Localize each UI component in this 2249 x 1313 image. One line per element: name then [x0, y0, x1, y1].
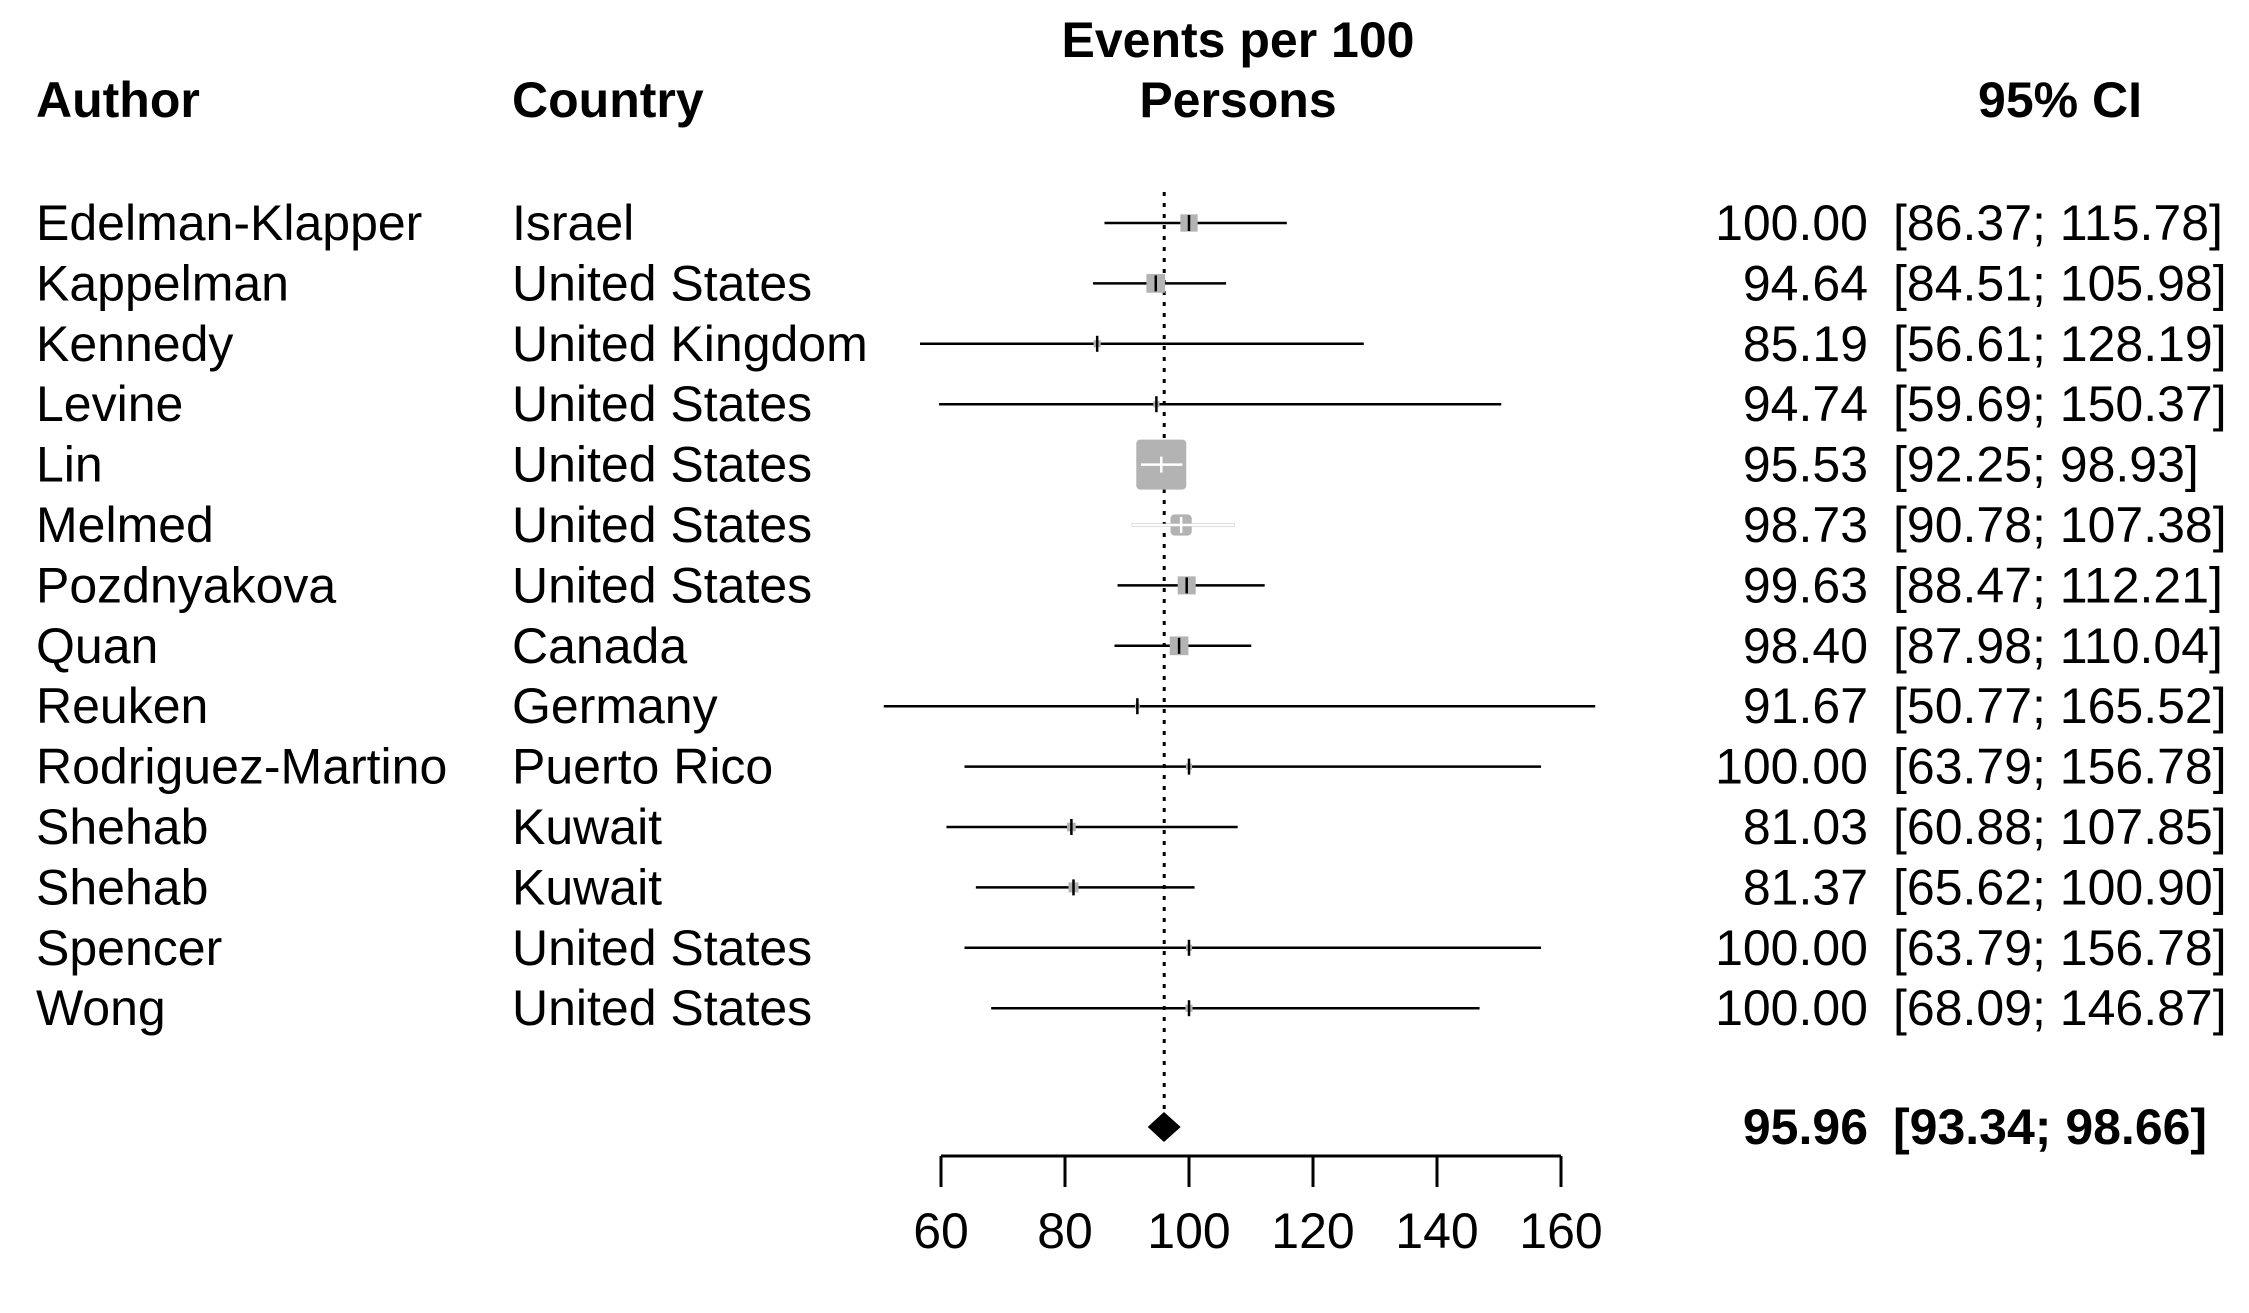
study-estimate: 95.53: [1743, 437, 1868, 493]
study-country: United States: [512, 376, 812, 432]
study-estimate: 100.00: [1715, 920, 1868, 976]
study-estimate: 98.73: [1743, 497, 1868, 553]
study-ci: [84.51; 105.98]: [1893, 255, 2227, 311]
study-ci: [87.98; 110.04]: [1893, 618, 2223, 674]
x-tick-label: 140: [1395, 1203, 1478, 1259]
study-estimate: 85.19: [1743, 316, 1868, 372]
header-country: Country: [512, 72, 704, 128]
study-country: United States: [512, 557, 812, 613]
study-ci: [68.09; 146.87]: [1893, 980, 2227, 1036]
study-estimate: 81.03: [1743, 799, 1868, 855]
study-author: Pozdnyakova: [36, 557, 336, 613]
header-ci: 95% CI: [1978, 72, 2142, 128]
study-ci: [63.79; 156.78]: [1893, 739, 2227, 795]
study-country: Israel: [512, 195, 634, 251]
summary-ci: [93.34; 98.66]: [1893, 1099, 2207, 1155]
study-country: Kuwait: [512, 799, 662, 855]
study-estimate: 81.37: [1743, 859, 1868, 915]
study-ci: [65.62; 100.90]: [1893, 859, 2227, 915]
study-estimate: 100.00: [1715, 980, 1868, 1036]
study-author: Levine: [36, 376, 183, 432]
x-tick-label: 60: [913, 1203, 969, 1259]
study-ci: [88.47; 112.21]: [1893, 557, 2223, 613]
summary-row: 95.96 [93.34; 98.66]: [1147, 1099, 2207, 1155]
study-ci: [50.77; 165.52]: [1893, 678, 2227, 734]
x-axis: 60 80 100 120 140 160: [913, 1154, 1603, 1259]
header-effect-line2: Persons: [1139, 72, 1336, 128]
study-author: Shehab: [36, 859, 208, 915]
study-author: Quan: [36, 618, 158, 674]
study-author: Kennedy: [36, 316, 233, 372]
study-country: Puerto Rico: [512, 739, 773, 795]
study-author: Shehab: [36, 799, 208, 855]
study-ci: [63.79; 156.78]: [1893, 920, 2227, 976]
study-country: Canada: [512, 618, 687, 674]
header-effect-line1: Events per 100: [1062, 12, 1415, 68]
study-ci: [59.69; 150.37]: [1893, 376, 2227, 432]
study-author: Rodriguez-Martino: [36, 739, 447, 795]
study-estimate: 94.64: [1743, 255, 1868, 311]
study-country: United States: [512, 497, 812, 553]
study-country: United States: [512, 980, 812, 1036]
plot-area: [883, 192, 1596, 1123]
study-ci: [92.25; 98.93]: [1893, 437, 2199, 493]
study-ci: [86.37; 115.78]: [1893, 195, 2223, 251]
study-author: Kappelman: [36, 255, 289, 311]
study-country: Germany: [512, 678, 718, 734]
x-tick-label: 160: [1519, 1203, 1602, 1259]
study-estimate: 91.67: [1743, 678, 1868, 734]
summary-diamond: [1147, 1112, 1181, 1142]
study-author: Lin: [36, 437, 103, 493]
study-author: Spencer: [36, 920, 222, 976]
study-ci: [60.88; 107.85]: [1893, 799, 2227, 855]
study-estimate: 99.63: [1743, 557, 1868, 613]
column-headers: Author Country Events per 100 Persons 95…: [36, 12, 2142, 128]
study-estimate: 100.00: [1715, 739, 1868, 795]
x-tick-label: 100: [1147, 1203, 1230, 1259]
study-author: Melmed: [36, 497, 214, 553]
study-country: Kuwait: [512, 859, 662, 915]
study-estimate: 98.40: [1743, 618, 1868, 674]
study-author: Edelman-Klapper: [36, 195, 422, 251]
study-country: United Kingdom: [512, 316, 868, 372]
x-tick-label: 120: [1271, 1203, 1354, 1259]
study-ci: [56.61; 128.19]: [1893, 316, 2227, 372]
study-estimate: 100.00: [1715, 195, 1868, 251]
study-rows: Edelman-Klapper Israel 100.00 [86.37; 115.7…: [36, 195, 2227, 1036]
study-author: Reuken: [36, 678, 208, 734]
header-author: Author: [36, 72, 200, 128]
study-author: Wong: [36, 980, 166, 1036]
study-estimate: 94.74: [1743, 376, 1868, 432]
study-ci: [90.78; 107.38]: [1893, 497, 2227, 553]
study-country: United States: [512, 920, 812, 976]
summary-estimate: 95.96: [1743, 1099, 1868, 1155]
study-country: United States: [512, 437, 812, 493]
study-country: United States: [512, 255, 812, 311]
x-tick-label: 80: [1037, 1203, 1093, 1259]
